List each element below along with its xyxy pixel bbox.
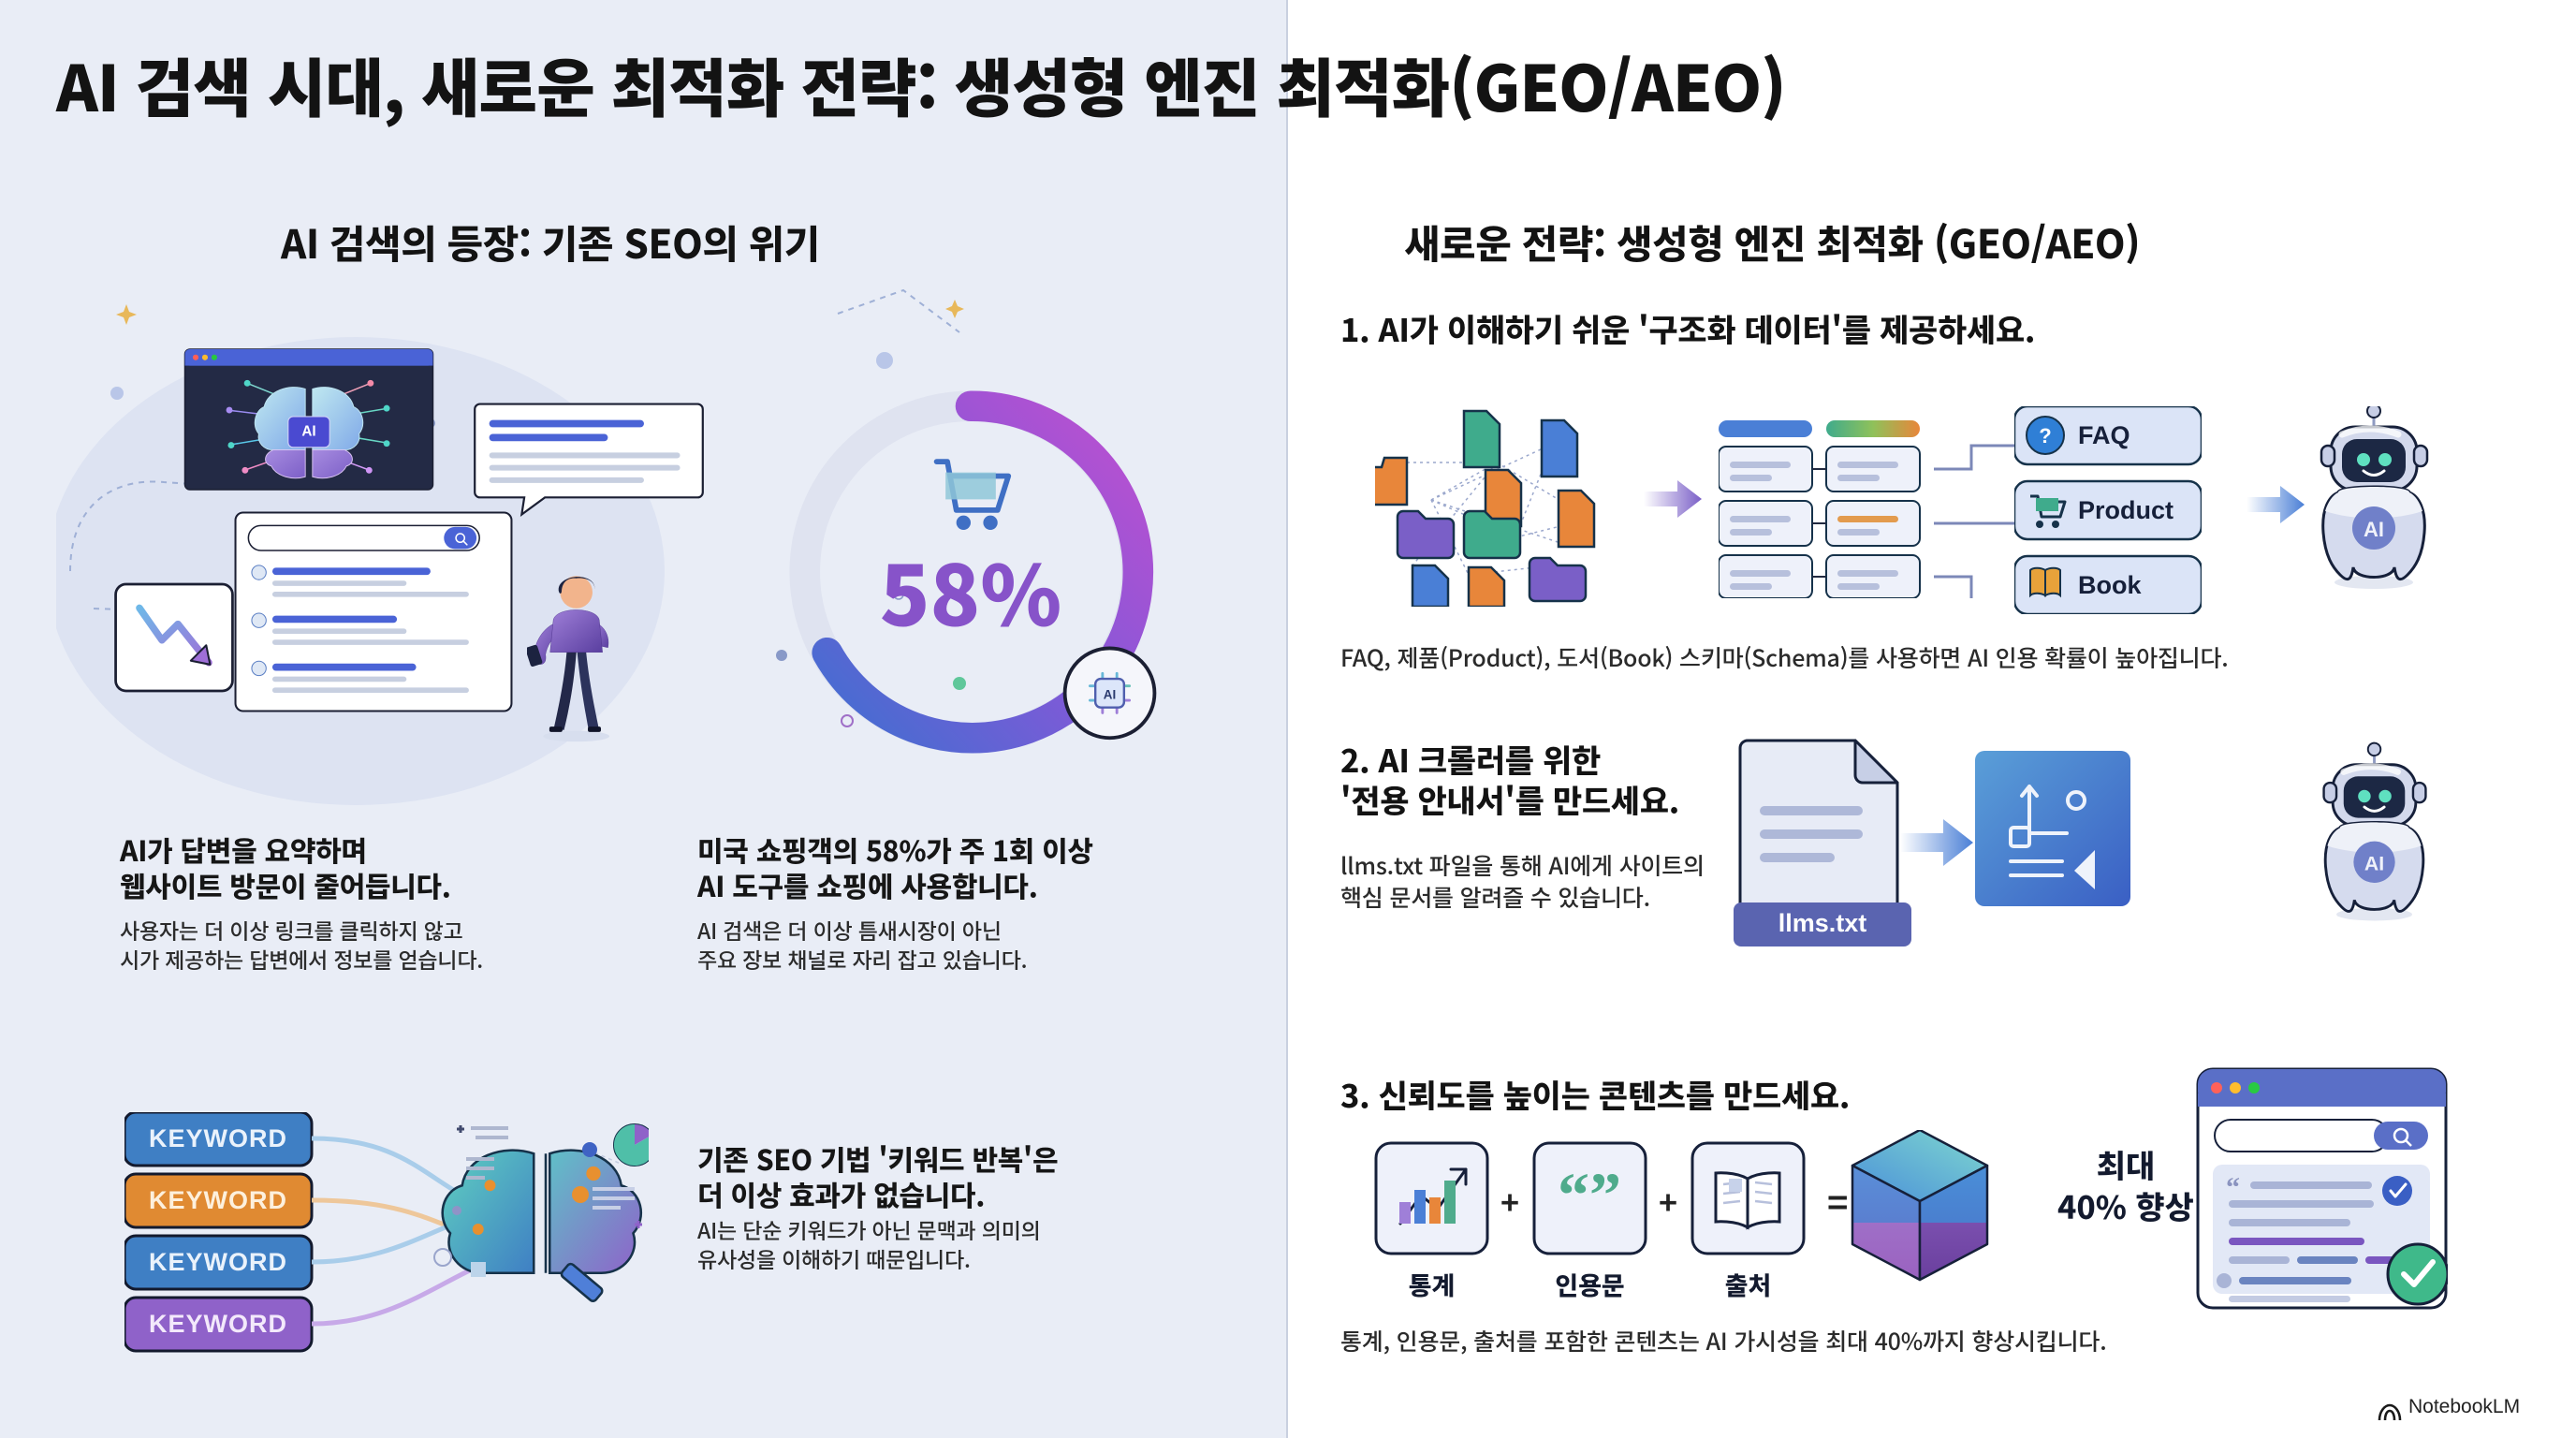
svg-text:KEYWORD: KEYWORD [149, 1248, 287, 1276]
svg-text:llms.txt: llms.txt [1778, 909, 1867, 937]
svg-text:AI: AI [1104, 688, 1116, 702]
svg-text:KEYWORD: KEYWORD [149, 1186, 287, 1214]
svg-text:58%: 58% [880, 531, 1061, 650]
svg-text:FAQ: FAQ [2078, 421, 2130, 449]
svg-text:AI: AI [2364, 853, 2384, 874]
svg-text:KEYWORD: KEYWORD [149, 1310, 287, 1338]
svg-text:AI: AI [2364, 518, 2384, 541]
svg-text:“: “ [2226, 1172, 2240, 1203]
svg-text:KEYWORD: KEYWORD [149, 1124, 287, 1152]
svg-text:“”: “” [1558, 1159, 1621, 1230]
svg-text:?: ? [2039, 424, 2051, 448]
svg-text:AI: AI [301, 424, 315, 440]
svg-text:Product: Product [2078, 496, 2174, 524]
svg-text:Book: Book [2078, 571, 2142, 599]
